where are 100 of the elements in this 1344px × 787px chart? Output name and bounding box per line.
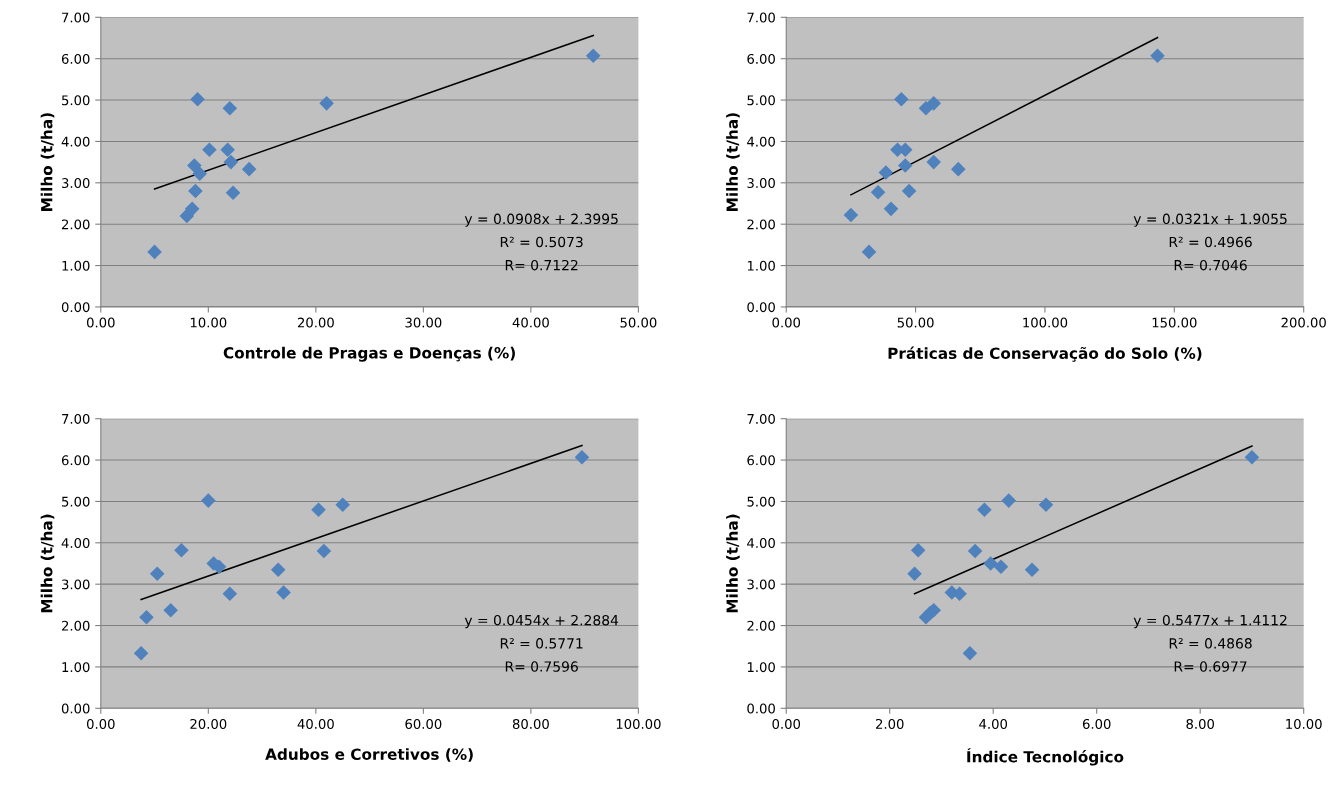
y-tick-label: 5.00 [62, 95, 90, 106]
point [585, 48, 601, 64]
point [1001, 493, 1017, 508]
x-tick-label: 50.00 [897, 317, 934, 328]
y-tick-label: 3.00 [62, 579, 90, 590]
point [962, 645, 978, 661]
point [225, 185, 241, 201]
y-tick-label: 2.00 [747, 620, 775, 631]
annotation: R= 0.6977 [1174, 661, 1247, 672]
y-tick-label: 6.00 [61, 455, 90, 466]
point [878, 165, 894, 180]
y-axis-title: Milho (t/ha) [40, 113, 55, 211]
annotation: R= 0.7596 [505, 661, 578, 672]
point [870, 185, 886, 200]
x-tick-label: 0.00 [86, 718, 115, 729]
y-tick-label: 0.00 [61, 302, 90, 313]
y-axis-title: Milho (t/ha) [726, 113, 740, 211]
point [1150, 48, 1165, 64]
annotation: y = 0.0908x + 2.3995 [464, 213, 618, 227]
point [311, 502, 326, 517]
point [967, 543, 983, 559]
point [201, 493, 216, 508]
point [894, 91, 909, 107]
y-tick-label: 5.00 [62, 496, 90, 507]
y-tick-label: 5.00 [747, 95, 775, 106]
x-tick-label: 6.00 [1082, 718, 1111, 729]
y-axis-title: Milho (t/ha) [726, 514, 740, 613]
y-tick-label: 7.00 [62, 12, 90, 23]
annotation: R² = 0.4966 [1169, 236, 1252, 248]
point [179, 208, 195, 224]
y-tick-label: 1.00 [62, 662, 90, 673]
y-tick-label: 4.00 [61, 538, 90, 549]
point [951, 161, 966, 177]
point [883, 201, 899, 217]
y-tick-label: 7.00 [62, 413, 90, 424]
x-tick-label: 10.00 [190, 317, 227, 328]
x-tick-label: 20.00 [297, 317, 334, 328]
x-tick-label: 2.00 [876, 718, 904, 729]
x-tick-label: 60.00 [405, 718, 442, 729]
point [926, 96, 941, 111]
point [319, 96, 334, 111]
point [861, 244, 877, 260]
x-tick-label: 0.00 [772, 718, 801, 729]
x-axis-title: Índice Tecnológico [967, 748, 1124, 766]
annotation: R= 0.7046 [1174, 259, 1247, 271]
point [187, 158, 202, 173]
x-tick-label: 20.00 [190, 718, 227, 729]
x-tick-label: 150.00 [1152, 317, 1197, 328]
point [241, 161, 257, 177]
x-tick-label: 200.00 [1281, 317, 1326, 328]
point [174, 542, 189, 558]
point [574, 449, 590, 465]
x-axis-title: Controle de Pragas e Doenças (%) [223, 346, 515, 362]
x-tick-label: 100.00 [616, 718, 661, 729]
x-axis-title: Adubos e Corretivos (%) [265, 748, 473, 762]
y-tick-label: 2.00 [747, 219, 775, 230]
point [918, 101, 934, 116]
x-tick-label: 4.00 [979, 718, 1008, 729]
point [901, 183, 917, 199]
x-tick-label: 10.00 [1286, 718, 1322, 729]
point [222, 101, 238, 116]
annotation: R² = 0.5771 [500, 638, 583, 649]
y-axis-title: Milho (t/ha) [40, 514, 55, 613]
point [907, 566, 922, 582]
point [147, 244, 162, 260]
x-tick-label: 0.00 [86, 317, 115, 328]
point [192, 166, 207, 181]
point [163, 602, 178, 618]
y-tick-label: 0.00 [747, 302, 775, 313]
y-tick-label: 2.00 [61, 620, 90, 631]
y-tick-label: 6.00 [747, 53, 775, 64]
point [316, 543, 332, 559]
y-tick-label: 7.00 [747, 413, 775, 424]
x-tick-label: 50.00 [620, 317, 657, 328]
y-tick-label: 4.00 [747, 538, 775, 549]
point [202, 142, 217, 157]
point [149, 566, 165, 582]
point [188, 183, 203, 199]
y-tick-label: 6.00 [747, 455, 775, 466]
point [926, 154, 941, 170]
point [1038, 497, 1054, 513]
x-axis-title: Práticas de Conservação do Solo (%) [888, 346, 1202, 362]
y-tick-label: 0.00 [61, 703, 90, 714]
point [222, 586, 238, 601]
x-tick-label: 0.00 [772, 317, 801, 328]
annotation: R² = 0.4868 [1169, 638, 1252, 649]
point [139, 609, 154, 625]
y-tick-label: 3.00 [747, 178, 775, 189]
annotation: R² = 0.5073 [500, 236, 583, 248]
point [276, 585, 291, 600]
annotation: R= 0.7122 [505, 259, 578, 271]
point [843, 207, 859, 223]
y-tick-label: 1.00 [747, 260, 775, 271]
y-tick-label: 6.00 [61, 53, 90, 64]
y-tick-label: 3.00 [747, 579, 775, 590]
y-tick-label: 4.00 [747, 136, 775, 147]
point [270, 562, 286, 577]
annotation: y = 0.0454x + 2.2884 [464, 614, 619, 629]
point [977, 502, 992, 517]
point [983, 556, 998, 571]
